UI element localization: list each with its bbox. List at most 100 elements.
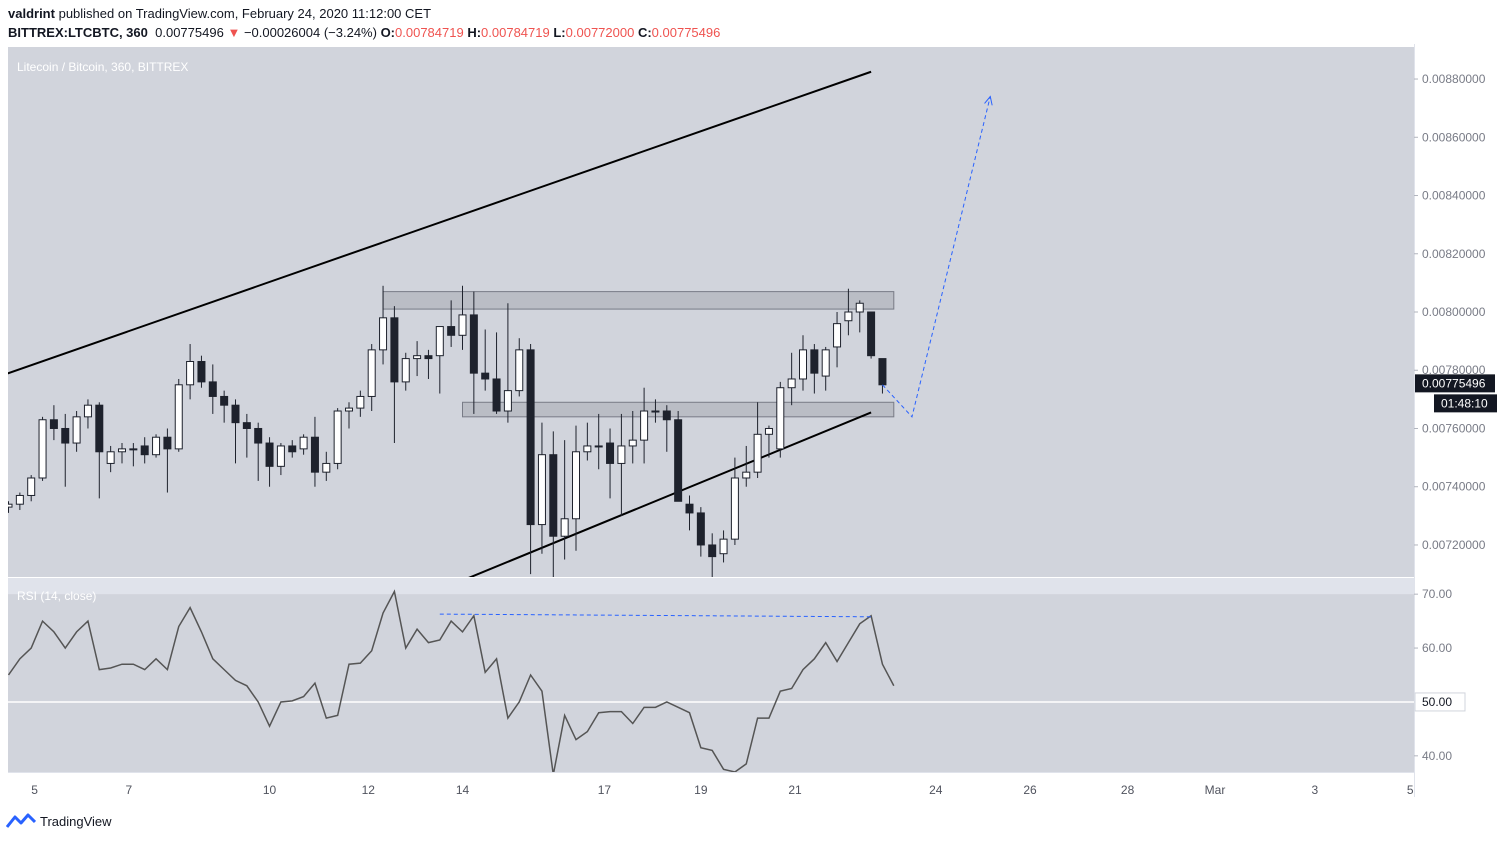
candle-body: [322, 462, 331, 473]
price-tick-label: 0.00720000: [1422, 538, 1486, 552]
candle-body: [310, 436, 319, 473]
candle-body: [878, 358, 887, 386]
published-text: published on TradingView.com, February 2…: [58, 6, 432, 21]
candle-body: [594, 445, 603, 448]
candle: [594, 413, 603, 470]
candle-body: [265, 442, 274, 467]
candle-body: [424, 355, 433, 360]
candle-body: [708, 544, 717, 558]
candle-body: [526, 349, 535, 526]
candle: [299, 434, 308, 455]
open-value: 0.00784719: [395, 25, 464, 40]
candle-body: [83, 404, 92, 418]
rsi-line: [8, 589, 895, 772]
candle: [537, 422, 546, 554]
candle-body: [61, 427, 70, 444]
candle-body: [855, 302, 864, 313]
candle: [242, 413, 251, 458]
candle-body: [413, 355, 422, 360]
candle: [730, 457, 739, 545]
candle: [356, 390, 365, 417]
candle: [606, 428, 615, 499]
candle: [140, 437, 149, 464]
candle-body: [719, 538, 728, 555]
tradingview-logo-icon: [6, 813, 36, 828]
price-pane: [8, 47, 1414, 577]
candle: [821, 346, 830, 391]
candle-body: [503, 390, 512, 412]
candle: [390, 306, 399, 444]
author-name[interactable]: valdrint: [8, 6, 55, 21]
candle-body: [776, 387, 785, 450]
candle-body: [833, 323, 842, 348]
rsi-midline-tag: [1414, 692, 1466, 712]
rsi-tick-label: 40.00: [1422, 749, 1452, 763]
rsi-divergence-line: [439, 613, 872, 618]
candle: [61, 413, 70, 487]
candle-body: [140, 445, 149, 456]
candle-body: [95, 404, 104, 453]
candle: [152, 434, 161, 458]
candle-body: [606, 442, 615, 464]
candle-body: [685, 503, 694, 514]
candle-body: [481, 372, 490, 380]
candle-body: [640, 410, 649, 441]
footer-brand: TradingView: [6, 813, 112, 829]
candle-body: [787, 378, 796, 389]
low-label: L:: [553, 25, 566, 40]
candle: [583, 422, 592, 461]
candle-body: [651, 410, 660, 413]
brand-label[interactable]: TradingView: [40, 813, 112, 829]
candle: [310, 416, 319, 487]
symbol-label: BITTREX:LTCBTC, 360: [8, 25, 148, 40]
countdown-tag: [1434, 394, 1497, 413]
candle: [424, 349, 433, 379]
candle-body: [197, 361, 206, 383]
price-tick-label: 0.00880000: [1422, 72, 1486, 86]
candle: [662, 405, 671, 452]
candle-body: [617, 445, 626, 464]
candle: [526, 344, 535, 575]
candle: [220, 390, 229, 423]
candle: [254, 422, 263, 481]
candle: [106, 445, 115, 473]
candle-body: [390, 317, 399, 383]
time-tick-label: Mar: [1205, 783, 1226, 797]
candle-body: [560, 518, 569, 537]
candle: [844, 288, 853, 336]
candle-body: [435, 326, 444, 357]
price-pane-title: Litecoin / Bitcoin, 360, BITTREX: [17, 60, 188, 74]
candle-body: [572, 451, 580, 520]
candle-body: [152, 436, 161, 456]
candle-body: [8, 503, 13, 508]
candle: [72, 411, 81, 452]
last-price-tag-label: 0.00775496: [1422, 376, 1486, 390]
channel-upper: [8, 70, 872, 375]
price-tick-label: 0.00860000: [1422, 130, 1486, 144]
chart-canvas[interactable]: 0.00720000 0.00740000 0.00760000 0.00780000…: [0, 44, 1508, 804]
low-value: 0.00772000: [565, 25, 635, 40]
time-tick-label: 10: [263, 783, 277, 797]
candle-body: [447, 326, 456, 336]
candle-body: [106, 451, 115, 464]
candle-body: [220, 395, 229, 406]
resistance-zone: [382, 291, 895, 310]
close-label: C:: [637, 25, 652, 40]
candle: [174, 378, 183, 452]
price-tick-label: 0.00760000: [1422, 421, 1486, 435]
time-tick-label: 7: [125, 783, 132, 797]
candle: [764, 425, 773, 458]
candle: [288, 440, 297, 458]
candle: [753, 402, 762, 478]
rsi-tick-label: 60.00: [1422, 641, 1452, 655]
price-tick-label: 0.00800000: [1422, 305, 1486, 319]
candle: [379, 285, 388, 365]
candle: [49, 405, 58, 441]
candle: [776, 381, 785, 458]
candle: [367, 344, 376, 412]
candle: [322, 451, 331, 481]
time-tick-label: 5: [31, 783, 38, 797]
symbol-bar: BITTREX:LTCBTC, 360 0.00775496 ▼ −0.0002…: [8, 25, 720, 40]
down-arrow-icon: ▼: [227, 25, 241, 40]
price-plot: [8, 70, 993, 577]
